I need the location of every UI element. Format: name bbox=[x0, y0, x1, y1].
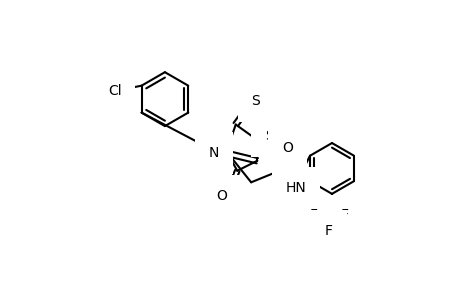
Text: F: F bbox=[309, 208, 317, 222]
Text: S: S bbox=[251, 94, 260, 108]
Text: O: O bbox=[216, 189, 227, 203]
Text: S: S bbox=[264, 129, 273, 143]
Text: F: F bbox=[340, 208, 347, 222]
Text: HN: HN bbox=[285, 181, 306, 195]
Text: F: F bbox=[324, 224, 332, 238]
Text: Cl: Cl bbox=[107, 84, 121, 98]
Text: N: N bbox=[208, 146, 218, 160]
Text: O: O bbox=[281, 141, 292, 155]
